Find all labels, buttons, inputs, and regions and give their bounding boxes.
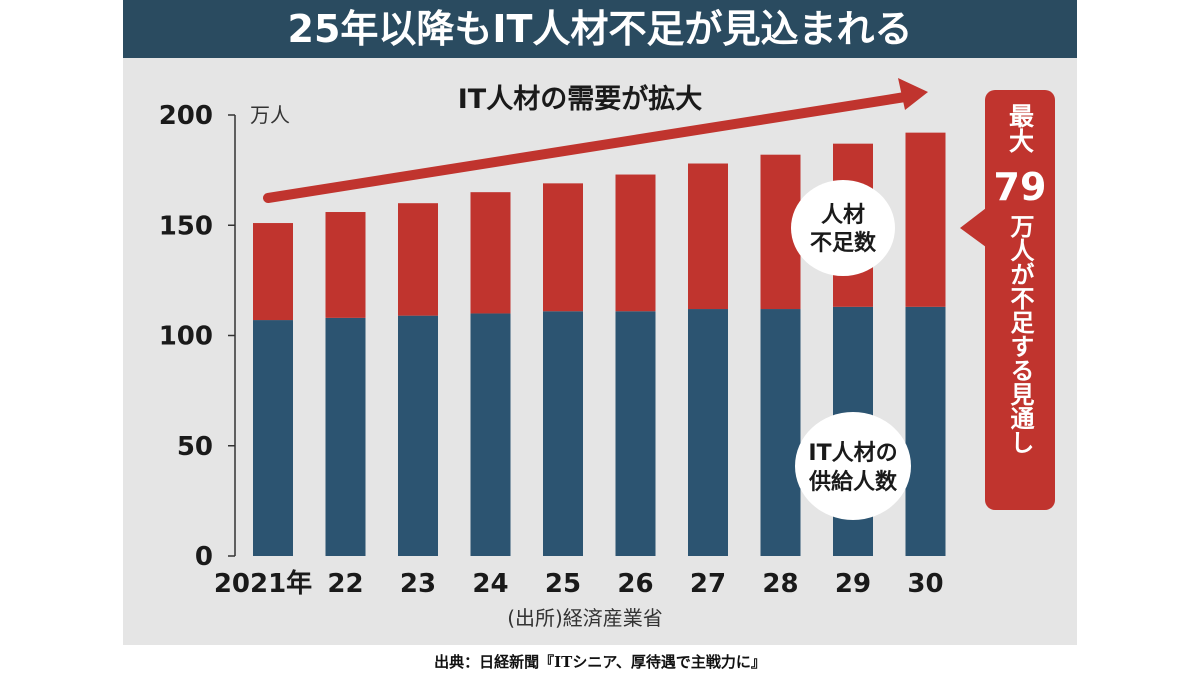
chart-title: 25年以降もIT人材不足が見込まれる — [288, 7, 913, 51]
x-tick-label: 26 — [617, 569, 653, 599]
x-tick-label: 2021年 — [214, 568, 312, 599]
bar-shortage — [615, 174, 656, 312]
title-band — [123, 0, 1077, 58]
x-tick-label: 27 — [690, 569, 726, 599]
callout-number: 79 — [994, 165, 1047, 209]
y-tick-label: 0 — [195, 542, 213, 572]
x-tick-label: 25 — [545, 569, 581, 599]
bar-shortage — [325, 212, 366, 318]
bar-shortage — [905, 132, 946, 307]
bar-supply — [688, 309, 728, 556]
demand-arrow-line — [263, 92, 910, 203]
y-ticks: 0 50 100 150 200 — [159, 101, 235, 572]
supply-label-line-1: IT人材の — [808, 441, 897, 466]
y-unit-label: 万人 — [250, 103, 290, 127]
callout-box — [985, 90, 1055, 510]
source-label: (出所)経済産業省 — [507, 606, 663, 630]
bar-supply — [470, 313, 511, 556]
bar-shortage — [398, 203, 438, 316]
shortage-label-bubble — [791, 180, 895, 276]
y-tick-label: 150 — [159, 211, 213, 241]
callout-top: 最大 — [1006, 103, 1035, 154]
bar-shortage — [688, 163, 728, 310]
bar-supply — [543, 311, 583, 556]
x-tick-label: 30 — [907, 569, 943, 599]
bar-supply — [760, 309, 801, 556]
y-tick-label: 50 — [177, 432, 213, 462]
x-tick-label: 23 — [400, 569, 436, 599]
bar-shortage — [470, 192, 511, 314]
shortage-label-line-1: 人材 — [821, 203, 865, 228]
x-ticks: 2021年 22 23 24 25 26 27 28 29 30 — [214, 568, 944, 599]
x-tick-label: 22 — [327, 569, 363, 599]
x-tick-label: 24 — [472, 569, 508, 599]
bar-supply — [398, 315, 438, 556]
bar-shortage — [543, 183, 583, 312]
bar-supply — [325, 317, 366, 556]
shortage-label-line-2: 不足数 — [810, 230, 877, 256]
y-tick-label: 200 — [159, 101, 213, 131]
demand-arrow-head — [898, 78, 928, 110]
bar-supply — [253, 320, 293, 556]
bar-shortage — [253, 223, 293, 321]
supply-label-bubble — [795, 412, 911, 520]
bar-supply — [615, 311, 656, 556]
y-tick-label: 100 — [159, 322, 213, 352]
callout-rest: 万人が不足する見通し — [1006, 214, 1034, 454]
callout-pointer — [960, 205, 990, 250]
demand-arrow-label: IT人材の需要が拡大 — [458, 83, 702, 115]
bar-supply — [905, 306, 946, 556]
caption: 出典：日経新聞『ITシニア、厚待遇で主戦力に』 — [434, 653, 766, 671]
x-tick-label: 29 — [835, 569, 871, 599]
supply-label-line-2: 供給人数 — [808, 469, 898, 495]
x-tick-label: 28 — [762, 569, 798, 599]
